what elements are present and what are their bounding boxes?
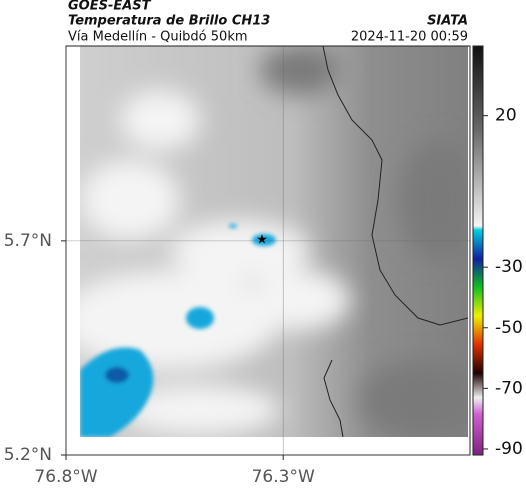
location-marker: ★ — [256, 233, 268, 248]
colorbar-tick-label: 20 — [495, 106, 517, 126]
colorbar-tick-label: -70 — [495, 378, 523, 398]
location: Vía Medellín - Quibdó 50km — [68, 30, 248, 45]
colorbar-tick-label: -50 — [495, 318, 523, 338]
satellite-field — [80, 46, 468, 437]
colorbar-tick-label: -90 — [495, 439, 523, 459]
colorbar — [472, 45, 484, 456]
subtitle: Temperatura de Brillo CH13 — [68, 14, 270, 29]
lon-tick-label: 76.3°W — [252, 467, 315, 487]
lat-tick-label: 5.7°N — [4, 231, 52, 251]
colorbar-tick-label: -30 — [495, 257, 523, 277]
timestamp: 2024-11-20 00:59 — [351, 30, 468, 45]
lat-tick-label: 5.2°N — [4, 445, 52, 465]
title: GOES-EAST — [68, 0, 152, 14]
lon-tick-label: 76.8°W — [34, 467, 97, 487]
source: SIATA — [427, 14, 468, 29]
